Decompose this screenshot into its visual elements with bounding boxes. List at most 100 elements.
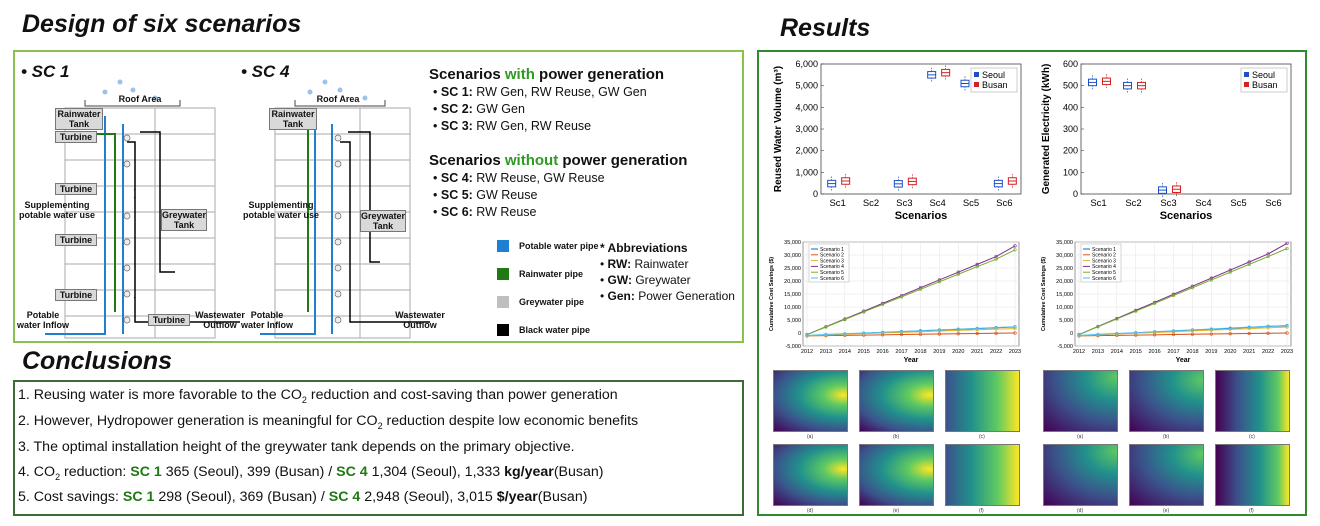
data-point xyxy=(881,302,885,306)
data-point xyxy=(899,295,904,299)
sc4-inflow-label: Potable water Inflow xyxy=(241,310,294,330)
legend-label: Scenario 1 xyxy=(820,247,844,253)
data-point xyxy=(1171,293,1176,298)
x-tick-label: 2014 xyxy=(1111,349,1123,355)
list-item: • SC 2: GW Gen xyxy=(433,102,525,116)
x-tick-label: Sc5 xyxy=(1230,198,1246,209)
x-axis-label: Year xyxy=(1176,357,1191,364)
y-tick-label: 500 xyxy=(1063,81,1078,91)
sc1-turbine-5: Turbine xyxy=(148,314,190,326)
data-point xyxy=(1247,331,1251,336)
data-point xyxy=(824,332,828,337)
heatmap-caption: (a) xyxy=(1077,434,1084,440)
conclusion-1: 1. Reusing water is more favorable to th… xyxy=(18,387,618,405)
data-point xyxy=(1134,331,1138,335)
heatmap-thumbnail xyxy=(1215,370,1290,432)
greywater-pipe-swatch xyxy=(497,296,509,308)
sc1-turbine-1: Turbine xyxy=(55,131,97,143)
data-point xyxy=(1285,246,1289,251)
data-point xyxy=(1209,332,1213,336)
data-point xyxy=(918,287,923,291)
y-tick-label: -5,000 xyxy=(1057,344,1073,350)
with-gen-heading: Scenarios with power generation xyxy=(429,66,665,83)
blackwater-pipe-swatch xyxy=(497,324,509,336)
data-point xyxy=(918,329,923,333)
without-gen-list: • SC 4: RW Reuse, GW Reuse • SC 5: GW Re… xyxy=(433,170,605,221)
rainwater-pipe-swatch xyxy=(497,268,509,280)
heatmap-thumbnail xyxy=(1215,444,1290,506)
x-tick-label: Sc2 xyxy=(1125,198,1141,209)
sc1-turbine-3: Turbine xyxy=(55,234,97,246)
y-tick-label: 35,000 xyxy=(784,240,801,246)
conclusion-5: 5. Cost savings: SC 1 298 (Seoul), 369 (… xyxy=(18,489,588,505)
results-panel: 0 1,000 2,000 3,000 4,000 5,000 6,000 Sc1 Sc2 Sc3… xyxy=(757,50,1307,516)
data-point xyxy=(937,280,941,284)
legend-label: Scenario 6 xyxy=(820,276,844,282)
data-point xyxy=(1266,324,1270,328)
heatmap-caption: (c) xyxy=(1249,434,1255,440)
potable-pipe-swatch xyxy=(497,240,509,252)
legend-swatch-seoul xyxy=(974,72,979,77)
data-point xyxy=(1228,326,1232,330)
x-axis-label: Scenarios xyxy=(1160,210,1213,222)
abbreviations: * Abbreviations • RW: Rainwater • GW: Gr… xyxy=(600,240,740,304)
svg-text:·: · xyxy=(133,293,136,302)
legend-swatch-busan xyxy=(974,82,979,87)
data-point xyxy=(899,329,904,334)
pipe-legend-item: Rainwater pipe xyxy=(497,268,607,296)
data-point xyxy=(843,332,847,336)
legend-label: Scenario 6 xyxy=(1092,276,1116,282)
y-tick-label: -5,000 xyxy=(785,344,801,350)
sc4-rainwater-tank: Rainwater Tank xyxy=(269,108,317,130)
sc1-roof-label: Roof Area xyxy=(118,94,162,104)
data-point xyxy=(1285,323,1289,328)
y-tick-label: 5,000 xyxy=(1059,318,1073,324)
data-point xyxy=(1266,254,1270,259)
x-tick-label: 2012 xyxy=(1073,349,1085,355)
data-point xyxy=(862,331,866,335)
series-line xyxy=(806,326,1016,336)
data-point xyxy=(956,327,960,331)
pipe-legend-item: Black water pipe xyxy=(497,324,607,352)
y-tick-label: 400 xyxy=(1063,102,1078,112)
sc1-inflow-label: Potable water Inflow xyxy=(17,310,70,330)
data-point xyxy=(1190,328,1195,332)
y-tick-label: 0 xyxy=(813,189,818,199)
sc1-label: • SC 1 xyxy=(21,62,70,81)
data-point xyxy=(1247,325,1251,329)
list-item: • RW: Rainwater xyxy=(600,257,689,271)
data-point xyxy=(1285,331,1289,335)
x-tick-label: 2018 xyxy=(1186,349,1198,355)
data-point xyxy=(975,326,979,330)
data-point xyxy=(937,332,941,336)
legend-label: Scenario 2 xyxy=(1092,253,1116,259)
x-tick-label: 2016 xyxy=(877,349,889,355)
y-tick-label: 30,000 xyxy=(1056,253,1073,259)
reused-water-boxplot: 0 1,000 2,000 3,000 4,000 5,000 6,000 Sc1 Sc2 Sc3… xyxy=(773,59,1022,222)
x-tick-label: 2019 xyxy=(1205,349,1217,355)
y-axis-label: Cumulative Cost Savings ($) xyxy=(769,257,775,331)
y-tick-label: 3,000 xyxy=(795,124,818,134)
data-point xyxy=(1190,286,1195,290)
conclusion-2: 2. However, Hydropower generation is mea… xyxy=(18,413,639,431)
conclusion-4: 4. CO2 reduction: SC 1 365 (Seoul), 399 … xyxy=(18,464,604,482)
x-tick-label: 2019 xyxy=(933,349,945,355)
x-tick-label: 2014 xyxy=(839,349,851,355)
sc4-outflow-label: Wastewater Outflow xyxy=(395,310,445,330)
list-item: • SC 1: RW Gen, RW Reuse, GW Gen xyxy=(433,85,647,99)
sc1-supplementing-label: Supplementing potable water use xyxy=(18,200,96,220)
legend-label: Scenario 5 xyxy=(1092,270,1116,276)
x-tick-label: 2015 xyxy=(858,349,870,355)
data-point xyxy=(994,257,998,261)
legend-label: Scenario 2 xyxy=(820,253,844,259)
data-point xyxy=(1013,244,1017,248)
heatmap-caption: (d) xyxy=(1077,508,1084,514)
series-line xyxy=(806,332,1016,337)
sc4-roof-label: Roof Area xyxy=(316,94,360,104)
data-point xyxy=(1013,331,1017,335)
cost-savings-seoul-chart: -5,000 0 5,000 10,000 15,000 20,000 25,000 30,0… xyxy=(769,240,1021,364)
heatmap-caption: (b) xyxy=(893,434,900,440)
data-point xyxy=(956,272,960,276)
list-item: • SC 5: GW Reuse xyxy=(433,188,538,202)
data-point xyxy=(1247,262,1251,266)
